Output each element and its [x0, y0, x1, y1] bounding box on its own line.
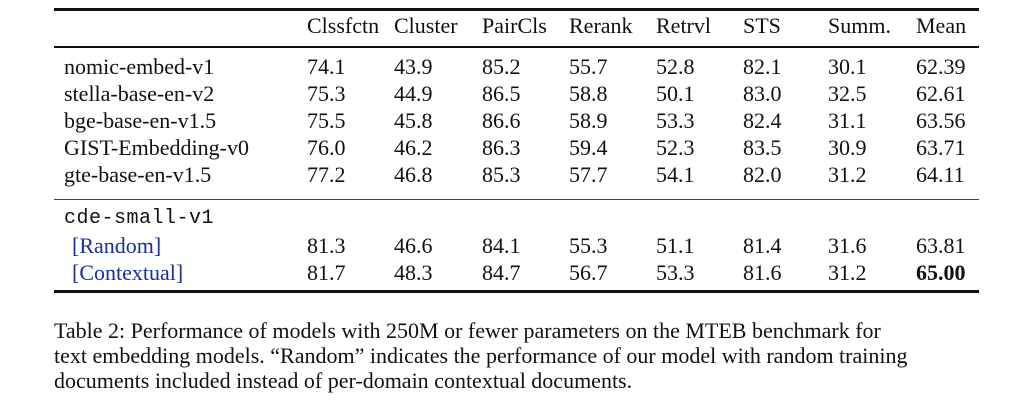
table-cell: 56.7 [569, 260, 608, 285]
table-cell: 46.6 [394, 233, 433, 258]
table-cell: 54.1 [656, 162, 695, 187]
table-group-rule [54, 199, 979, 200]
model-name: gte-base-en-v1.5 [64, 162, 212, 187]
table-cell: 31.2 [828, 162, 867, 187]
table-cell: 48.3 [394, 260, 433, 285]
column-header: Cluster [394, 13, 458, 38]
table-cell: 31.6 [828, 233, 867, 258]
table-cell: 59.4 [569, 135, 608, 160]
table-cell: 63.81 [916, 233, 966, 258]
table-cell: 58.8 [569, 81, 608, 106]
variant-link-contextual[interactable]: [Contextual] [72, 260, 184, 285]
table-cell: 62.39 [916, 54, 966, 79]
caption-line: Table 2: Performance of models with 250M… [54, 318, 881, 343]
table-cell: 64.11 [916, 162, 965, 187]
column-header: Clssfctn [307, 13, 380, 38]
table-cell: 86.5 [482, 81, 521, 106]
table-cell: 43.9 [394, 54, 433, 79]
column-header: Retrvl [656, 13, 711, 38]
column-header: STS [743, 13, 781, 38]
model-name: bge-base-en-v1.5 [64, 108, 217, 133]
model-name: GIST-Embedding-v0 [64, 135, 249, 160]
table-cell: 55.3 [569, 233, 608, 258]
table-cell: 83.0 [743, 81, 782, 106]
table-cell: 52.3 [656, 135, 695, 160]
table-cell: 63.56 [916, 108, 966, 133]
table-cell: 81.7 [307, 260, 346, 285]
table-cell: 30.1 [828, 54, 867, 79]
table-cell: 81.6 [743, 260, 782, 285]
table-cell: 82.4 [743, 108, 782, 133]
table-cell: 51.1 [656, 233, 695, 258]
table-top-rule [54, 8, 979, 11]
column-header: Rerank [569, 13, 633, 38]
model-name: stella-base-en-v2 [64, 81, 215, 106]
model-name: nomic-embed-v1 [64, 54, 215, 79]
table-cell: 86.6 [482, 108, 521, 133]
table-cell: 74.1 [307, 54, 346, 79]
table-cell: 44.9 [394, 81, 433, 106]
table-header-rule [54, 46, 979, 48]
best-mean-cell: 65.00 [916, 260, 966, 285]
table-cell: 46.8 [394, 162, 433, 187]
table-cell: 84.7 [482, 260, 521, 285]
column-header: Mean [916, 13, 967, 38]
table-cell: 57.7 [569, 162, 608, 187]
column-header: PairCls [482, 13, 547, 38]
table-cell: 32.5 [828, 81, 867, 106]
caption-line: text embedding models. “Random” indicate… [54, 343, 908, 368]
table-cell: 85.3 [482, 162, 521, 187]
table-cell: 62.61 [916, 81, 966, 106]
table-bottom-rule [54, 290, 979, 293]
table-cell: 81.4 [743, 233, 782, 258]
table-cell: 77.2 [307, 162, 346, 187]
our-model-name: cde-small-v1 [64, 207, 215, 230]
table-cell: 53.3 [656, 108, 695, 133]
table-cell: 30.9 [828, 135, 867, 160]
table-cell: 53.3 [656, 260, 695, 285]
table-cell: 75.5 [307, 108, 346, 133]
table-cell: 50.1 [656, 81, 695, 106]
table-cell: 82.1 [743, 54, 782, 79]
table-caption: Table 2: Performance of models with 250M… [54, 318, 989, 393]
table-cell: 84.1 [482, 233, 521, 258]
table-cell: 55.7 [569, 54, 608, 79]
table-cell: 31.2 [828, 260, 867, 285]
table-cell: 81.3 [307, 233, 346, 258]
table-cell: 85.2 [482, 54, 521, 79]
table-cell: 82.0 [743, 162, 782, 187]
table-cell: 45.8 [394, 108, 433, 133]
variant-link-random[interactable]: [Random] [72, 233, 162, 258]
caption-line: documents included instead of per-domain… [54, 368, 633, 393]
column-header: Summ. [828, 13, 891, 38]
table-cell: 58.9 [569, 108, 608, 133]
table-cell: 52.8 [656, 54, 695, 79]
table-cell: 46.2 [394, 135, 433, 160]
table-cell: 83.5 [743, 135, 782, 160]
table-cell: 75.3 [307, 81, 346, 106]
table-cell: 76.0 [307, 135, 346, 160]
table-cell: 63.71 [916, 135, 966, 160]
table-cell: 31.1 [828, 108, 867, 133]
table-cell: 86.3 [482, 135, 521, 160]
